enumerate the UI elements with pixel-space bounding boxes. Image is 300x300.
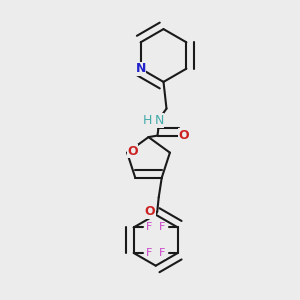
Text: O: O [127, 145, 138, 158]
Text: F: F [159, 223, 165, 232]
Text: N: N [154, 114, 164, 127]
Text: H: H [142, 114, 152, 127]
Text: N: N [135, 62, 146, 75]
Text: F: F [159, 248, 165, 258]
Text: O: O [178, 129, 189, 142]
Text: F: F [146, 223, 153, 232]
Text: F: F [146, 248, 153, 258]
Text: O: O [144, 205, 155, 218]
